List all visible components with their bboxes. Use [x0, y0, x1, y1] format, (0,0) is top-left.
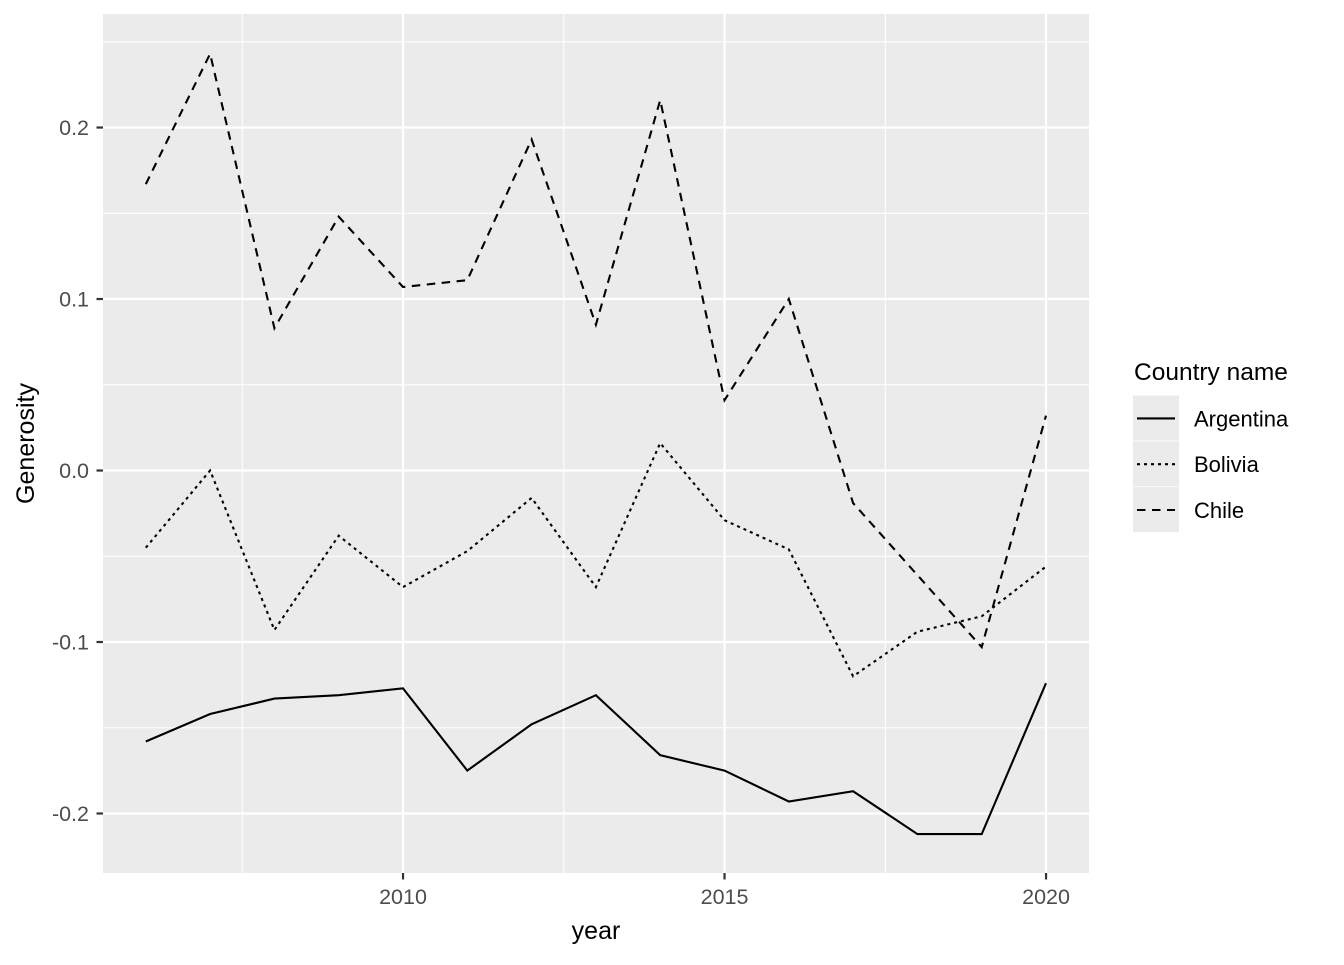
legend-label-chile: Chile — [1194, 498, 1244, 523]
y-tick-label: 0.0 — [59, 459, 89, 483]
legend-key-bolivia — [1133, 441, 1179, 487]
series-line-chile — [144, 50, 1048, 650]
series-line-argentina — [145, 682, 1047, 836]
legend-label-bolivia: Bolivia — [1194, 452, 1260, 477]
y-tick-label: -0.1 — [52, 631, 89, 655]
series-line-bolivia — [144, 441, 1047, 678]
x-axis-title: year — [572, 917, 621, 945]
y-tick-label: -0.2 — [52, 802, 89, 826]
legend-label-argentina: Argentina — [1194, 406, 1289, 431]
y-tick-label: 0.1 — [59, 288, 89, 312]
x-tick-label: 2015 — [701, 885, 749, 909]
x-tick-label: 2020 — [1022, 885, 1070, 909]
legend-title: Country name — [1134, 359, 1288, 386]
x-tick-label: 2010 — [379, 885, 427, 909]
plot-panel — [103, 14, 1089, 873]
y-tick-label: 0.2 — [59, 116, 89, 140]
y-axis-title: Generosity — [12, 383, 40, 504]
